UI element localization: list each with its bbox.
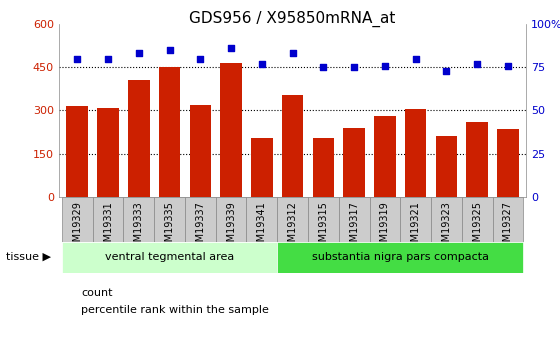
Point (196, 56, 205, 61)
Text: substantia nigra pars compacta: substantia nigra pars compacta (312, 252, 489, 262)
Text: count: count (81, 288, 113, 297)
Bar (312, 138, 334, 197)
Point (319, 65, 328, 70)
Bar (282, 95, 304, 197)
Point (349, 65, 358, 70)
Text: GSM19337: GSM19337 (195, 201, 206, 254)
Bar (431, 197, 462, 241)
Bar (339, 197, 370, 241)
Bar (154, 197, 185, 241)
Text: GDS956 / X95850mRNA_at: GDS956 / X95850mRNA_at (189, 10, 396, 27)
Text: GSM19319: GSM19319 (380, 201, 390, 254)
Bar (189, 105, 211, 197)
Bar (62, 241, 277, 273)
Bar (251, 138, 273, 197)
Point (473, 61, 482, 67)
Point (503, 63, 512, 68)
Bar (62, 197, 92, 241)
Bar (370, 197, 400, 241)
Bar (308, 197, 339, 241)
Bar (159, 67, 180, 197)
Text: GSM19317: GSM19317 (349, 201, 359, 254)
Text: GSM19315: GSM19315 (319, 201, 328, 254)
Bar (405, 109, 426, 197)
Bar (97, 108, 119, 197)
Bar (185, 197, 216, 241)
Text: GSM19323: GSM19323 (441, 201, 451, 254)
Bar (216, 197, 246, 241)
Point (73, 56, 82, 61)
Text: GSM19329: GSM19329 (72, 201, 82, 254)
Point (134, 51, 143, 56)
Text: percentile rank within the sample: percentile rank within the sample (81, 305, 269, 315)
Text: GSM19341: GSM19341 (257, 201, 267, 254)
Text: GSM19331: GSM19331 (103, 201, 113, 254)
Bar (67, 106, 88, 197)
Bar (277, 197, 308, 241)
Point (411, 56, 420, 61)
Point (288, 51, 297, 56)
Bar (400, 197, 431, 241)
Bar (462, 197, 493, 241)
Text: GSM19327: GSM19327 (503, 201, 513, 254)
Point (442, 68, 451, 73)
Point (258, 61, 267, 67)
Bar (436, 136, 457, 197)
Bar (220, 63, 242, 197)
Point (380, 63, 389, 68)
Text: GSM19312: GSM19312 (288, 201, 297, 254)
Bar (92, 197, 123, 241)
Bar (493, 197, 524, 241)
Text: tissue ▶: tissue ▶ (6, 252, 50, 262)
Text: GSM19321: GSM19321 (410, 201, 421, 254)
Point (104, 56, 113, 61)
Bar (466, 122, 488, 197)
Text: GSM19325: GSM19325 (472, 201, 482, 254)
Text: ventral tegmental area: ventral tegmental area (105, 252, 234, 262)
Text: GSM19335: GSM19335 (165, 201, 175, 254)
Bar (246, 197, 277, 241)
Bar (128, 80, 150, 197)
Bar (374, 116, 396, 197)
Bar (123, 197, 154, 241)
Bar (497, 129, 519, 197)
Text: GSM19339: GSM19339 (226, 201, 236, 254)
Bar (277, 241, 524, 273)
Point (165, 47, 174, 53)
Point (227, 46, 236, 51)
Text: GSM19333: GSM19333 (134, 201, 144, 254)
Bar (343, 128, 365, 197)
